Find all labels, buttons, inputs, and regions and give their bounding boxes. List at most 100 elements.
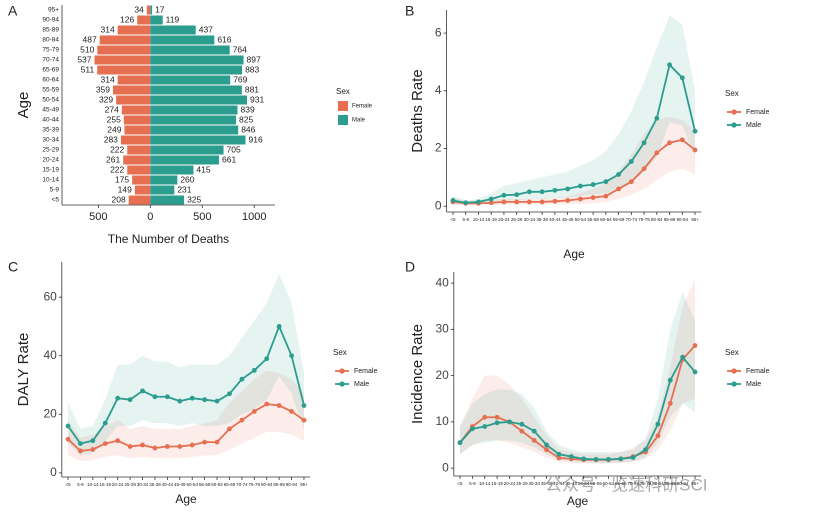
- point: [264, 401, 270, 407]
- point: [164, 394, 170, 400]
- point: [227, 426, 232, 432]
- point: [164, 444, 170, 449]
- x-tick-label: 75-79: [640, 481, 652, 486]
- point: [140, 388, 145, 394]
- point: [450, 198, 456, 203]
- point: [654, 150, 660, 156]
- x-tick-label: 15-19: [100, 482, 112, 487]
- y-tick-label: 60: [43, 289, 57, 303]
- x-tick-label: 25-29: [511, 217, 523, 222]
- bar: [117, 25, 151, 35]
- bar: [150, 85, 242, 95]
- x-tick-label: 45-49: [174, 482, 186, 487]
- legend-point: [731, 109, 737, 115]
- y-tick-label: 30: [435, 322, 449, 336]
- point: [115, 395, 121, 401]
- point: [531, 437, 537, 443]
- legend-point: [731, 368, 737, 374]
- bar: [150, 15, 163, 25]
- point: [127, 397, 133, 403]
- point: [289, 353, 294, 359]
- point: [603, 179, 609, 185]
- y-tick-label: 45-49: [42, 107, 59, 114]
- point: [539, 189, 545, 195]
- legend-point: [339, 368, 345, 374]
- bar: [150, 55, 244, 65]
- point: [603, 193, 609, 199]
- x-tick-label: 95+: [691, 481, 699, 486]
- point: [102, 441, 108, 447]
- y-tick-label: 20-24: [42, 157, 59, 164]
- point: [628, 179, 634, 185]
- x-tick-label: 35-39: [149, 482, 161, 487]
- point: [667, 62, 672, 68]
- x-tick-label: 70-74: [236, 482, 248, 487]
- x-tick-label: 85-89: [665, 481, 677, 486]
- y-axis-title: Age: [15, 92, 32, 119]
- y-tick-label: 6: [435, 25, 442, 39]
- bar: [150, 95, 248, 105]
- bar: [150, 5, 153, 15]
- point: [654, 115, 660, 121]
- point: [177, 398, 183, 404]
- bar-value-label: 314: [101, 74, 115, 84]
- x-tick-label: 40-44: [549, 217, 561, 222]
- point: [65, 423, 71, 429]
- legend-label: Male: [354, 381, 369, 388]
- y-tick-label: 40: [435, 275, 449, 289]
- x-tick-label: 90-94: [286, 482, 298, 487]
- legend-label: Female: [746, 109, 769, 116]
- x-tick-label: 90-94: [677, 217, 689, 222]
- legend-swatch: [338, 101, 348, 111]
- x-tick-label: 10-14: [473, 217, 485, 222]
- y-tick-label: 4: [435, 83, 442, 97]
- point: [616, 172, 621, 177]
- point: [577, 196, 583, 202]
- bar: [150, 25, 196, 35]
- bar: [150, 65, 243, 75]
- point: [577, 183, 583, 189]
- y-tick-label: 65-69: [42, 67, 59, 74]
- point: [276, 324, 282, 329]
- bar-value-label: 764: [233, 44, 247, 54]
- x-axis-title: Age: [563, 247, 585, 261]
- x-tick-label: 30-34: [137, 482, 149, 487]
- y-tick-label: 75-79: [42, 47, 59, 54]
- x-tick-label: 5-9: [77, 482, 84, 487]
- x-axis-title: Age: [175, 492, 197, 506]
- x-tick-label: 55-59: [199, 482, 211, 487]
- point: [301, 417, 307, 423]
- y-tick-label: <5: [52, 197, 60, 204]
- bar: [150, 185, 175, 195]
- point: [488, 200, 494, 206]
- point: [65, 436, 71, 442]
- point: [667, 140, 672, 146]
- point: [494, 420, 500, 426]
- point: [189, 395, 195, 401]
- point: [463, 200, 469, 206]
- x-tick-label: 60-64: [600, 217, 612, 222]
- point: [628, 159, 634, 164]
- bar: [150, 115, 237, 125]
- y-tick-label: 40-44: [42, 117, 59, 124]
- bar-value-label: 883: [245, 64, 259, 74]
- point: [469, 426, 475, 432]
- x-tick-label: 25-29: [516, 481, 528, 486]
- point: [90, 447, 96, 452]
- x-tick-label: 10-14: [87, 482, 99, 487]
- bar: [134, 185, 151, 195]
- point: [102, 420, 108, 426]
- bar-value-label: 537: [77, 54, 91, 64]
- point: [127, 444, 133, 449]
- y-tick-label: 10: [435, 414, 449, 428]
- bar: [94, 55, 151, 65]
- x-tick-label: <5: [457, 481, 463, 486]
- point: [618, 456, 624, 462]
- point: [692, 147, 698, 153]
- point: [214, 398, 220, 404]
- x-tick-label: 45-49: [562, 217, 574, 222]
- point: [202, 439, 208, 445]
- bar-value-label: 261: [106, 154, 120, 164]
- point: [544, 442, 549, 448]
- x-tick-label: 20-24: [112, 482, 124, 487]
